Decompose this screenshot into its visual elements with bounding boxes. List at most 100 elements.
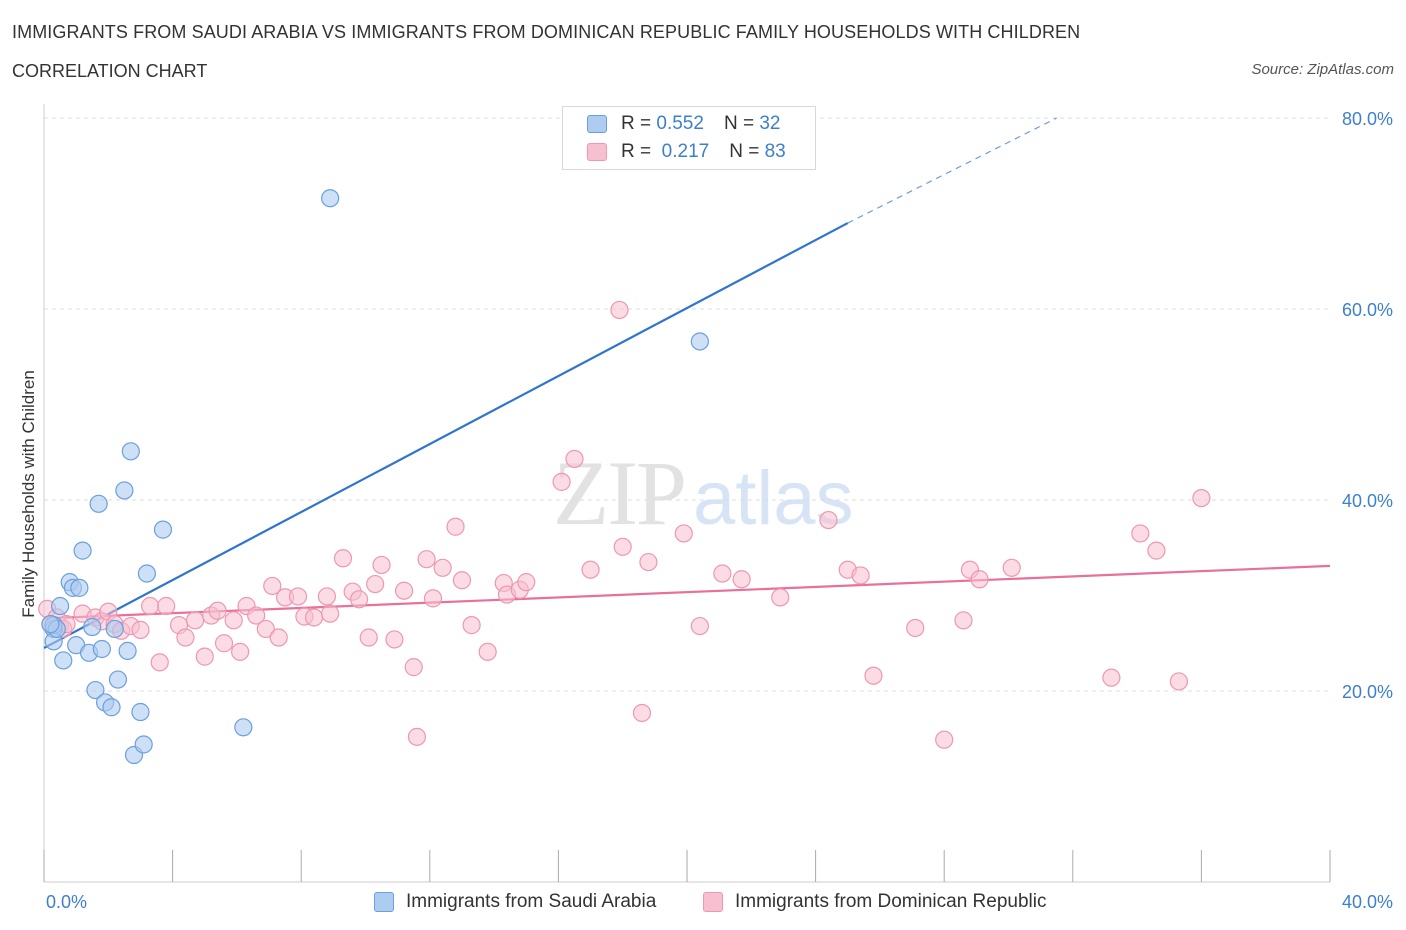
axes [43,104,1331,883]
point-dominican-republic [517,573,536,592]
point-saudi-arabia [54,651,73,670]
point-saudi-arabia [73,541,92,560]
point-saudi-arabia [86,680,105,700]
point-dominican-republic [349,590,369,609]
point-dominican-republic [231,642,250,661]
point-saudi-arabia [89,494,108,513]
data-points [38,189,1211,765]
point-dominican-republic [851,566,870,585]
legend-swatch-saudi-arabia [587,115,607,133]
point-saudi-arabia [137,564,156,583]
y-tick-label: 20.0% [1342,682,1393,702]
point-dominican-republic [247,606,266,625]
point-dominican-republic [1131,524,1150,543]
point-dominican-republic [935,730,954,749]
point-saudi-arabia [108,670,128,689]
point-dominican-republic [263,576,282,596]
point-dominican-republic [131,620,150,639]
point-dominican-republic [452,571,472,590]
legend-n-label: N = [723,113,755,134]
point-dominican-republic [150,653,169,672]
point-dominican-republic [404,658,423,677]
legend-n-value: 32 [759,113,781,134]
legend-n-value: 83 [764,141,786,162]
point-saudi-arabia [115,481,134,500]
point-dominican-republic [176,628,195,647]
point-dominican-republic [140,596,160,616]
point-dominican-republic [157,596,176,616]
point-dominican-republic [713,564,732,583]
legend-swatch-dominican-republic [587,143,607,161]
point-dominican-republic [1102,668,1121,687]
point-saudi-arabia [83,617,102,637]
bottom-legend-dominican-republic: Immigrants from Dominican Republic [703,888,1047,916]
point-dominican-republic [208,601,227,620]
point-dominican-republic [632,703,652,723]
point-dominican-republic [385,630,404,649]
chart-subtitle: CORRELATION CHART [12,61,208,81]
point-saudi-arabia [102,698,121,717]
point-dominican-republic [394,581,414,600]
correlation-legend: R = 0.552 N = 32 R = 0.217 N = 83 [562,106,816,170]
point-dominican-republic [288,587,308,606]
legend-row-dominican-republic: R = 0.217 N = 83 [587,140,786,164]
point-dominican-republic [407,727,427,746]
point-dominican-republic [819,510,838,530]
point-dominican-republic [906,618,925,638]
x-tick-label: 0.0% [46,892,87,912]
point-dominican-republic [1147,541,1166,560]
y-axis-title: Family Households with Children [19,370,38,618]
point-dominican-republic [613,537,632,556]
source-label: Source: ZipAtlas.com [1251,61,1394,78]
x-tick-label: 40.0% [1342,892,1393,912]
trend-line-dominican-republic [43,564,1331,620]
point-saudi-arabia [321,189,340,208]
chart-title: IMMIGRANTS FROM SAUDI ARABIA VS IMMIGRAN… [12,22,1081,42]
bottom-legend-label-dominican-republic: Immigrants from Dominican Republic [735,891,1047,912]
point-dominican-republic [462,616,481,635]
point-dominican-republic [333,549,353,568]
point-saudi-arabia [234,718,253,737]
point-saudi-arabia [134,735,153,754]
gridlines [44,117,1330,692]
y-tick-label: 80.0% [1342,109,1393,129]
point-dominican-republic [771,588,790,607]
point-dominican-republic [565,449,584,469]
tick-labels: 20.0% 40.0% 60.0% 80.0% 0.0% 40.0% Family Hous… [19,109,1393,912]
point-saudi-arabia [50,596,70,616]
point-saudi-arabia [153,520,173,539]
point-dominican-republic [552,472,571,491]
point-dominican-republic [674,524,693,543]
y-tick-label: 60.0% [1342,300,1393,320]
point-dominican-republic [732,570,751,589]
legend-r-label: R = [621,113,652,134]
point-dominican-republic [433,558,452,577]
point-saudi-arabia [41,615,60,634]
legend-r-label: R = [621,141,652,162]
point-dominican-republic [366,574,385,594]
point-dominican-republic [214,634,234,653]
point-saudi-arabia [131,702,150,722]
point-dominican-republic [1192,488,1211,508]
legend-n-label: N = [729,141,760,162]
point-dominican-republic [359,628,378,647]
point-saudi-arabia [70,578,89,597]
point-dominican-republic [864,666,883,685]
point-dominican-republic [1169,672,1188,691]
legend-r-value: 0.552 [656,113,704,134]
point-dominican-republic [954,611,973,630]
point-saudi-arabia [690,332,709,351]
point-saudi-arabia [118,641,137,660]
y-tick-label: 40.0% [1342,491,1393,511]
bottom-legend-swatch-dominican-republic [703,892,723,912]
point-saudi-arabia [92,639,111,659]
bottom-legend-swatch-saudi-arabia [374,892,394,912]
point-dominican-republic [446,517,465,536]
point-dominican-republic [186,611,205,630]
bottom-legend-label-saudi-arabia: Immigrants from Saudi Arabia [406,891,657,912]
point-dominican-republic [610,300,629,320]
trend-lines [43,117,1331,649]
point-dominican-republic [321,604,340,623]
legend-r-value: 0.217 [661,141,710,162]
